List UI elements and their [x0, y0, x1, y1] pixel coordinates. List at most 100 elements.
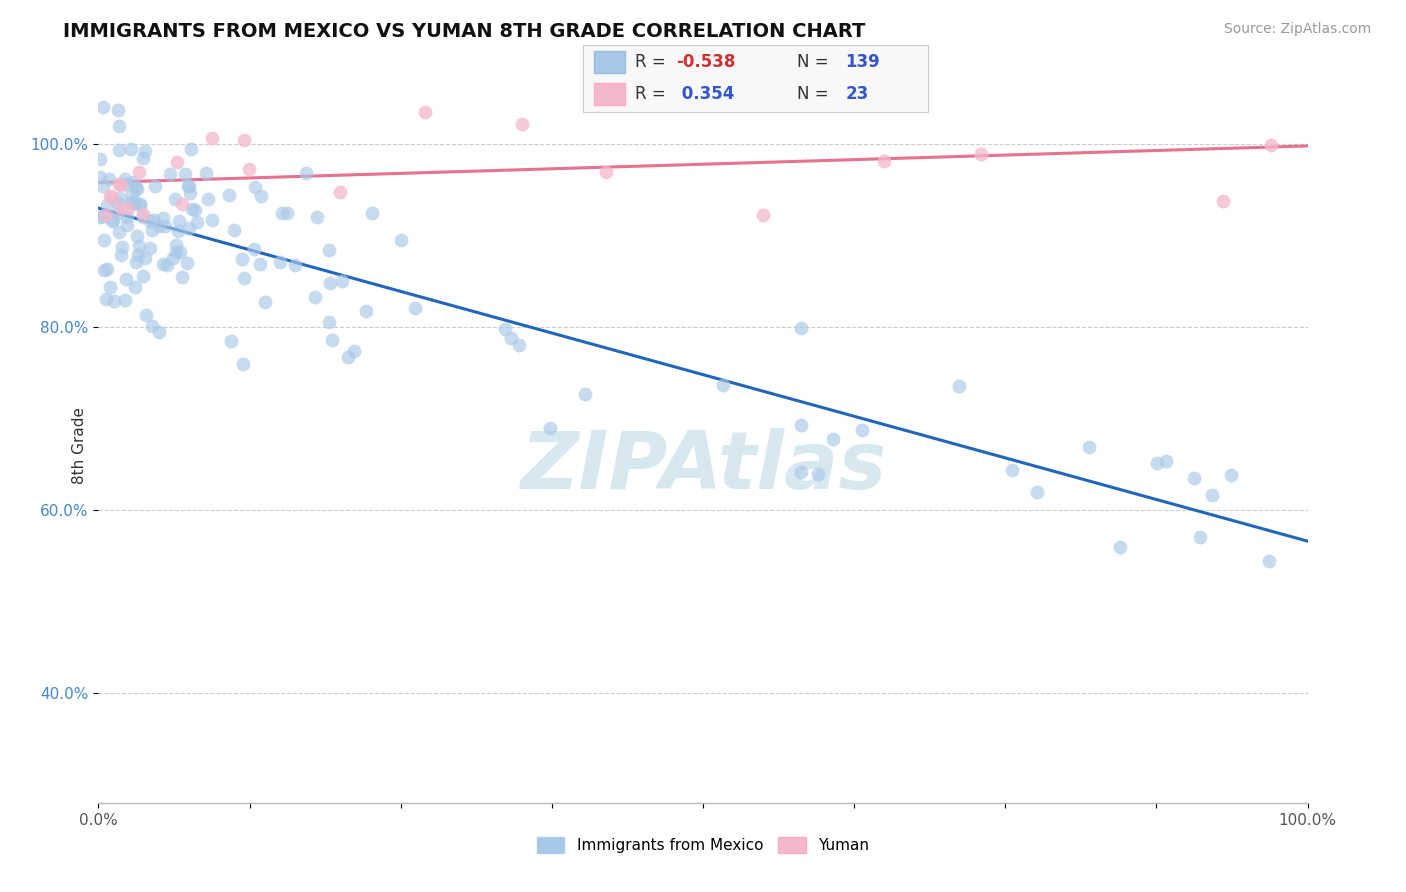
Point	[114, 171, 136, 186]
Point	[330, 273, 353, 287]
Point	[177, 178, 200, 193]
Point	[270, 206, 292, 220]
Point	[110, 240, 132, 254]
Point	[120, 142, 142, 156]
Point	[139, 214, 162, 228]
Point	[165, 193, 187, 207]
Point	[295, 166, 318, 180]
Point	[177, 221, 200, 235]
Point	[318, 315, 340, 329]
Legend: Immigrants from Mexico, Yuman: Immigrants from Mexico, Yuman	[531, 830, 875, 859]
Point	[91, 209, 114, 223]
Point	[184, 202, 207, 217]
Point	[135, 308, 157, 322]
Point	[125, 181, 148, 195]
FancyBboxPatch shape	[593, 52, 624, 73]
Point	[132, 268, 155, 283]
Point	[127, 248, 149, 262]
Point	[224, 223, 246, 237]
Point	[165, 237, 187, 252]
Point	[389, 233, 412, 247]
Point	[148, 325, 170, 339]
Point	[873, 153, 896, 168]
Point	[243, 179, 266, 194]
Point	[276, 206, 298, 220]
Point	[162, 252, 184, 266]
Point	[404, 301, 426, 316]
Y-axis label: 8th Grade: 8th Grade	[72, 408, 87, 484]
Point	[1189, 530, 1212, 544]
Point	[101, 190, 124, 204]
Point	[200, 213, 222, 227]
Point	[152, 211, 174, 226]
Point	[304, 290, 326, 304]
Point	[108, 177, 131, 191]
Point	[108, 191, 131, 205]
Point	[1001, 462, 1024, 476]
Point	[194, 166, 217, 180]
Point	[413, 105, 436, 120]
Point	[107, 205, 129, 219]
Point	[711, 377, 734, 392]
Point	[114, 293, 136, 307]
Point	[510, 117, 533, 131]
Text: R =: R =	[636, 53, 671, 71]
Point	[97, 172, 120, 186]
Point	[89, 153, 111, 167]
Point	[538, 421, 561, 435]
Point	[249, 257, 271, 271]
Point	[179, 186, 201, 200]
Point	[821, 432, 844, 446]
Point	[231, 252, 253, 266]
Point	[238, 161, 260, 176]
Point	[115, 177, 138, 191]
Point	[197, 192, 219, 206]
Point	[134, 252, 156, 266]
Point	[139, 241, 162, 255]
Point	[101, 213, 124, 227]
Point	[752, 208, 775, 222]
Point	[269, 254, 291, 268]
Point	[96, 262, 118, 277]
Point	[107, 103, 129, 117]
Text: IMMIGRANTS FROM MEXICO VS YUMAN 8TH GRADE CORRELATION CHART: IMMIGRANTS FROM MEXICO VS YUMAN 8TH GRAD…	[63, 22, 866, 41]
Point	[100, 280, 122, 294]
Point	[254, 294, 277, 309]
Point	[127, 182, 149, 196]
Point	[1201, 488, 1223, 502]
Text: -0.538: -0.538	[676, 53, 735, 71]
Point	[1258, 554, 1281, 568]
Point	[142, 213, 165, 227]
Point	[124, 194, 146, 209]
Point	[166, 155, 188, 169]
Point	[232, 133, 254, 147]
Point	[120, 194, 142, 209]
Point	[201, 131, 224, 145]
Point	[807, 467, 830, 481]
Point	[156, 258, 179, 272]
Point	[318, 277, 340, 291]
Point	[172, 269, 194, 284]
Point	[125, 229, 148, 244]
Point	[790, 465, 813, 479]
Point	[117, 210, 139, 224]
Point	[89, 169, 111, 184]
Point	[243, 242, 266, 256]
Point	[98, 188, 121, 202]
Text: N =: N =	[797, 53, 834, 71]
Point	[108, 120, 131, 134]
Point	[134, 144, 156, 158]
Point	[129, 197, 152, 211]
Point	[1109, 540, 1132, 554]
Point	[103, 294, 125, 309]
Point	[790, 418, 813, 433]
Point	[143, 178, 166, 193]
Point	[155, 219, 177, 233]
Point	[177, 178, 200, 193]
Point	[166, 223, 188, 237]
Point	[305, 211, 328, 225]
Point	[132, 207, 155, 221]
Text: R =: R =	[636, 85, 671, 103]
Point	[595, 165, 617, 179]
Point	[124, 280, 146, 294]
